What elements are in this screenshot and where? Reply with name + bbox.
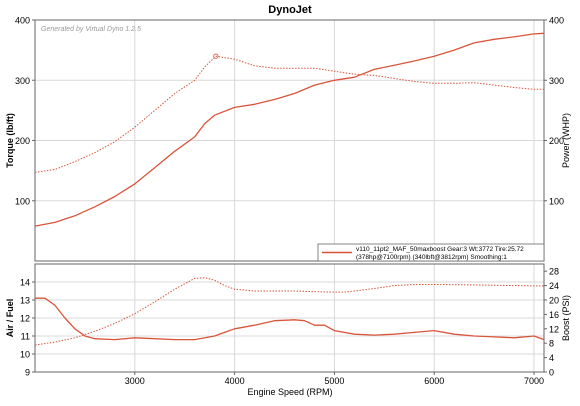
y2-tick-label: 300 [549, 76, 564, 86]
y2-tick-label: 16 [549, 310, 559, 320]
legend-box [317, 243, 545, 262]
x-tick-label: 6000 [424, 376, 444, 386]
y2-tick-label: 20 [549, 296, 559, 306]
x-tick-label: 7000 [524, 376, 544, 386]
y-tick-label: 200 [15, 136, 30, 146]
y2-tick-label: 100 [549, 196, 564, 206]
y2-tick-label: 200 [549, 136, 564, 146]
y-axis-label: Torque (lb/ft) [5, 113, 15, 168]
y2-tick-label: 28 [549, 267, 559, 277]
y-tick-label: 11 [21, 332, 30, 342]
peak-torque-marker [213, 53, 219, 59]
y-tick-label: 10 [20, 350, 30, 360]
y-tick-label: 300 [15, 76, 30, 86]
x-tick-label: 4000 [225, 376, 245, 386]
series-line-air-fuel [35, 297, 545, 341]
y-tick-label: 13 [20, 296, 30, 306]
torque-power-panel: 100 200 300 400 100 200 300 400 Torque (lb/ft) Po… [5, 16, 571, 262]
chart-title: DynoJet [268, 4, 312, 16]
y-tick-label: 400 [15, 16, 30, 26]
x-axis-label: Engine Speed (RPM) [247, 387, 332, 397]
y2-axis-label: Boost (PSI) [561, 295, 571, 341]
y2-axis-label: Power (WHP) [561, 113, 571, 168]
airfuel-boost-panel: 9 10 11 12 13 14 0 4 8 12 16 20 24 28 3000 4000 5000 6000… [5, 263, 571, 397]
y-axis-label: Air / Fuel [5, 299, 15, 338]
y-tick-label: 14 [20, 278, 30, 288]
series-line-torque [34, 55, 544, 173]
y2-tick-label: 12 [549, 324, 559, 334]
y2-tick-label: 0 [549, 368, 554, 378]
y2-tick-label: 400 [549, 16, 564, 26]
legend-text-line: v110_11pt2_MAF_50maxboost Gear:3 Wt:3772… [356, 246, 524, 253]
y2-tick-label: 4 [549, 353, 554, 363]
watermark-text: Generated by Virtual Dyno 1.2.5 [41, 26, 141, 33]
series-line-boost [34, 277, 545, 346]
y-tick-label: 100 [15, 196, 30, 206]
x-tick-label: 5000 [324, 376, 344, 386]
y2-tick-label: 8 [549, 339, 554, 349]
y2-tick-label: 24 [549, 281, 559, 291]
legend-text-line: (378hp@7100rpm) (340lbft@3812rpm) Smooth… [356, 254, 507, 261]
x-tick-label: 3000 [125, 376, 145, 386]
y-tick-label: 9 [25, 368, 30, 378]
series-line-power [34, 32, 545, 227]
y-tick-label: 12 [20, 314, 30, 324]
